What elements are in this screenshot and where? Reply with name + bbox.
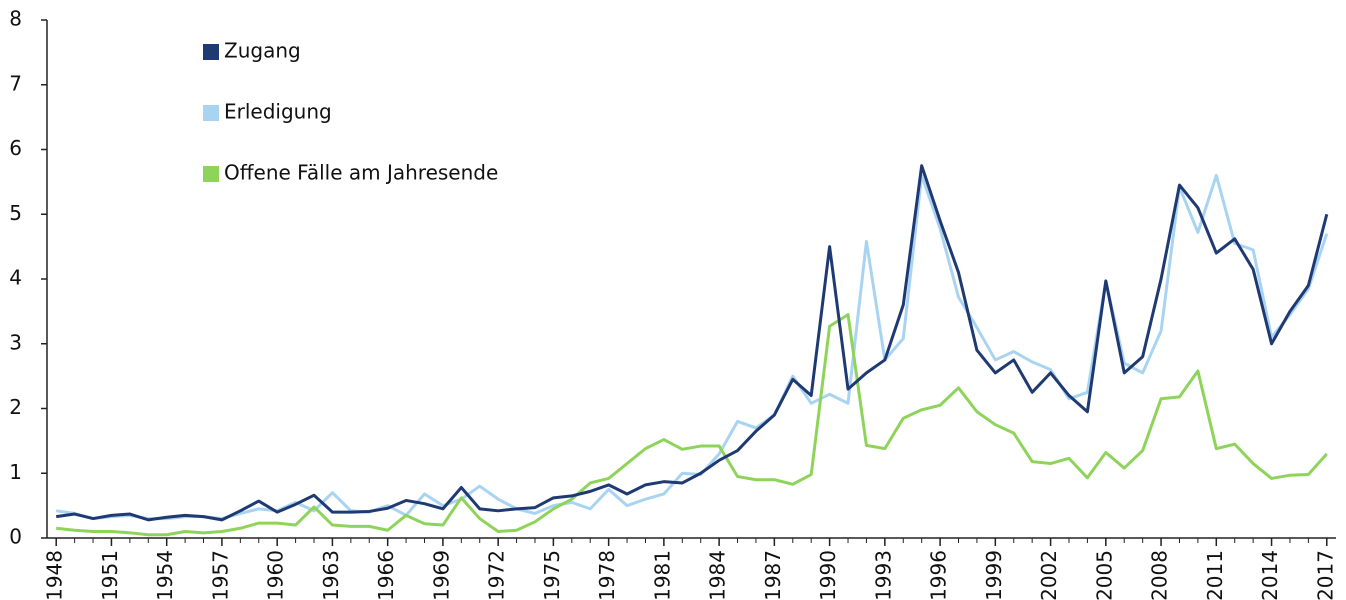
y-tick-label: 1: [9, 460, 22, 484]
y-tick-label: 0: [9, 525, 22, 549]
series-line: [55, 164, 1329, 522]
series-line: [56, 313, 1328, 537]
x-tick-label: 1981: [650, 550, 674, 600]
x-tick-label: 2005: [1092, 550, 1116, 600]
y-tick-label: 3: [9, 330, 22, 354]
y-tick-label: 5: [9, 201, 22, 225]
x-tick-label: 2011: [1203, 550, 1227, 600]
x-tick-label: 1975: [540, 550, 564, 600]
x-tick-label: 1984: [706, 550, 730, 600]
legend-swatch: [203, 166, 219, 182]
x-tick-label: 1972: [485, 550, 509, 600]
x-tick-label: 1960: [264, 550, 288, 600]
x-tick-label: 1966: [374, 550, 398, 600]
y-tick-label: 2: [9, 395, 22, 419]
legend-label: Offene Fälle am Jahresende: [224, 161, 498, 185]
x-tick-label: 1963: [319, 550, 343, 600]
legend-label: Erledigung: [224, 100, 332, 124]
x-tick-label: 1978: [595, 550, 619, 600]
legend-label: Zugang: [224, 39, 301, 63]
x-tick-label: 2008: [1148, 550, 1172, 600]
y-tick-label: 8: [9, 7, 22, 31]
x-tick-label: 1948: [43, 550, 67, 600]
series-line: [55, 173, 1329, 521]
x-tick-label: 1996: [927, 550, 951, 600]
x-tick-label: 1957: [208, 550, 232, 600]
x-tick-label: 1987: [761, 550, 785, 600]
x-tick-label: 1993: [871, 550, 895, 600]
y-tick-label: 6: [9, 136, 22, 160]
x-tick-label: 2014: [1258, 550, 1282, 600]
x-tick-label: 2017: [1313, 550, 1337, 600]
x-tick-label: 2002: [1037, 550, 1061, 600]
legend-swatch: [203, 44, 219, 60]
x-tick-label: 1969: [429, 550, 453, 600]
y-tick-label: 7: [9, 71, 22, 95]
x-tick-label: 1951: [98, 550, 122, 600]
x-tick-label: 1954: [153, 550, 177, 600]
x-tick-label: 1990: [816, 550, 840, 600]
y-tick-label: 4: [9, 266, 22, 290]
legend-swatch: [203, 105, 219, 121]
x-tick-label: 1999: [982, 550, 1006, 600]
